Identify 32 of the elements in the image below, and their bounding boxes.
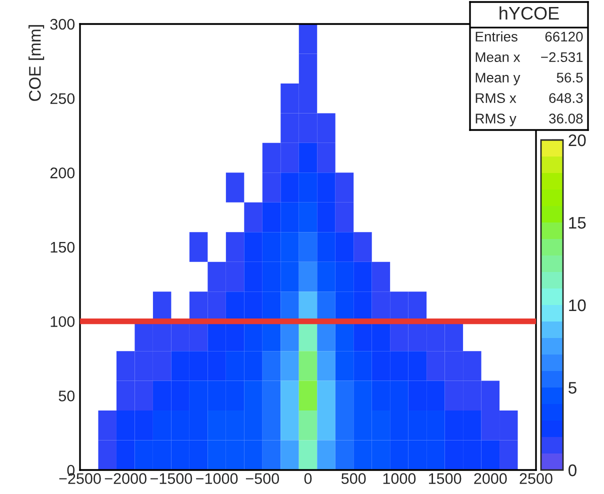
chart-title: hYCOE	[500, 6, 559, 20]
y-tick-label: 200	[50, 168, 75, 178]
color-bar-label: 15	[569, 217, 586, 229]
y-tick-label: 300	[50, 18, 75, 30]
text: 648.3	[549, 93, 583, 104]
text: −2.531	[541, 52, 583, 62]
x-tick-label: −1000	[196, 473, 238, 484]
annotation: Entries	[476, 31, 518, 42]
color-bar-label: 10	[569, 299, 586, 312]
y-tick-label: 50	[58, 390, 75, 402]
y-axis-title: COE [mm]	[28, 25, 44, 101]
x-tick-label: 1500	[428, 473, 462, 484]
text: 36.08	[549, 114, 583, 124]
x-tick-label: −500	[246, 473, 280, 484]
text: 56.5	[556, 72, 583, 83]
x-tick-label: 500	[341, 473, 366, 484]
color-bar-label: 20	[568, 134, 586, 146]
y-tick-label: 100	[50, 316, 75, 328]
color-bar-label: 5	[568, 382, 576, 394]
x-tick-label: 2000	[474, 473, 507, 484]
y-tick-label: 250	[50, 93, 75, 104]
annotation: Mean y	[476, 72, 520, 86]
x-tick-label: −2000	[104, 473, 146, 484]
x-tick-label: 2500	[520, 473, 552, 484]
text: 66120	[545, 32, 583, 42]
annotation: Mean x	[476, 52, 520, 62]
x-tick-label: 0	[304, 473, 312, 484]
annotation: RMS y	[476, 114, 516, 126]
x-tick-label: 1000	[383, 473, 416, 484]
x-tick-label: −1500	[150, 473, 192, 484]
y-tick-label: 150	[50, 242, 75, 253]
annotation: RMS x	[476, 93, 516, 104]
